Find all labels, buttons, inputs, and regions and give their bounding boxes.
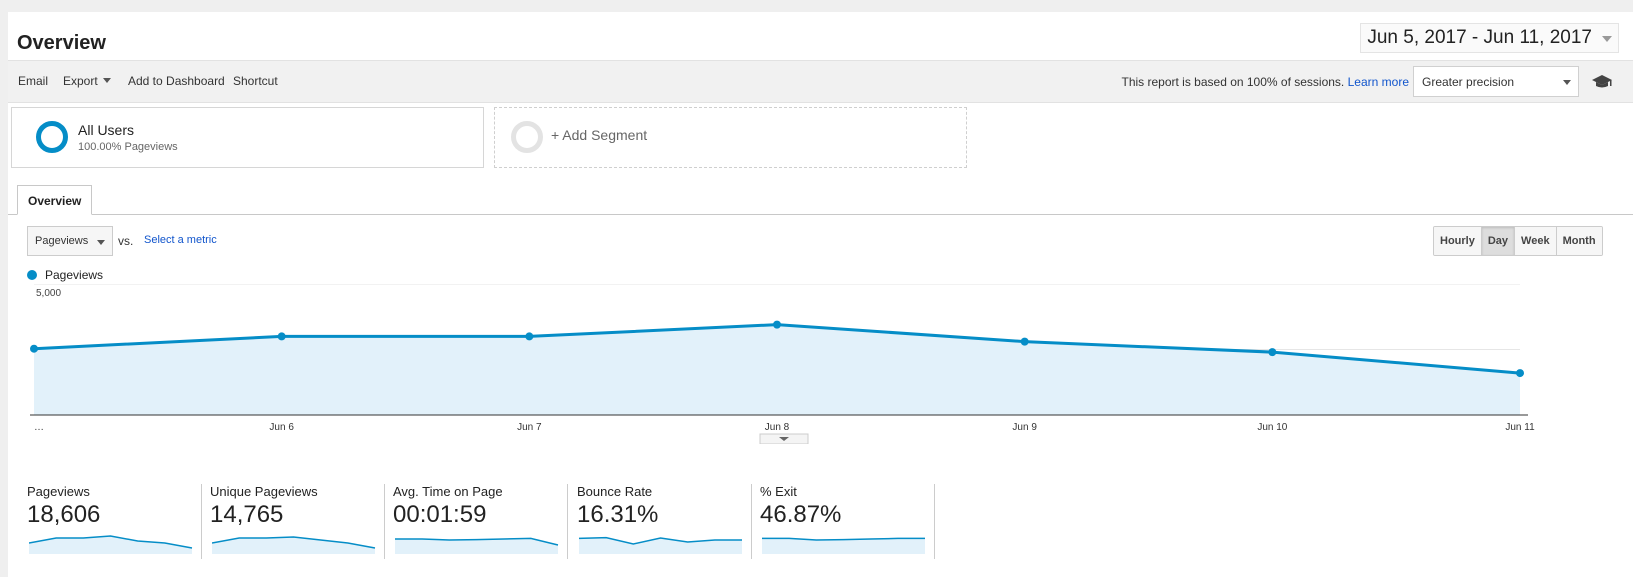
date-range-label: Jun 5, 2017 - Jun 11, 2017 <box>1367 27 1592 48</box>
chevron-down-icon <box>97 240 105 245</box>
scorecard-label: Avg. Time on Page <box>393 484 503 499</box>
chevron-down-icon <box>1602 36 1612 42</box>
scorecard-value: 46.87% <box>760 501 842 528</box>
x-tick-label: Jun 11 <box>1505 422 1535 433</box>
sparkline-area <box>212 537 375 554</box>
x-tick-label: Jun 6 <box>269 422 294 433</box>
page-title: Overview <box>17 32 106 54</box>
scorecard-label: Pageviews <box>27 484 90 499</box>
sparkline <box>579 536 742 554</box>
precision-label: Greater precision <box>1422 75 1515 89</box>
scorecard[interactable]: Pageviews 18,606 <box>27 484 202 559</box>
metric-select-label: Pageviews <box>35 235 89 247</box>
scorecard-value: 18,606 <box>27 501 101 528</box>
sparkline-line <box>29 535 193 549</box>
legend-swatch <box>27 270 37 280</box>
x-tick-label: Jun 7 <box>517 422 542 433</box>
report-frame: Overview Jun 5, 2017 - Jun 11, 2017 Emai… <box>8 12 1633 577</box>
report-header: Overview Jun 5, 2017 - Jun 11, 2017 <box>8 12 1633 60</box>
sparkline-line <box>762 537 925 541</box>
select-metric-link[interactable]: Select a metric <box>144 234 217 246</box>
data-point <box>30 344 38 353</box>
sparkline-line <box>395 537 559 546</box>
sampling-note: This report is based on 100% of sessions… <box>1121 75 1409 89</box>
time-granularity-buttons: Hourly Day Week Month <box>1433 226 1603 256</box>
chevron-down-icon <box>1563 80 1571 85</box>
data-point <box>1268 348 1277 357</box>
chart-expand-tab[interactable] <box>759 433 809 444</box>
scorecard[interactable]: % Exit 46.87% <box>760 484 935 559</box>
learn-more-link[interactable]: Learn more <box>1347 75 1409 89</box>
x-tick-label: Jun 8 <box>765 422 790 433</box>
data-point <box>525 332 534 341</box>
month-button[interactable]: Month <box>1556 227 1602 255</box>
scorecard[interactable]: Avg. Time on Page 00:01:59 <box>393 484 568 559</box>
data-point <box>277 332 286 341</box>
scorecard-value: 00:01:59 <box>393 501 487 528</box>
precision-select[interactable]: Greater precision <box>1413 66 1579 97</box>
legend-label: Pageviews <box>45 268 104 282</box>
sparkline-area <box>762 538 925 554</box>
export-button[interactable]: Export <box>63 74 111 88</box>
scorecard-label: % Exit <box>760 484 797 499</box>
scorecard-label: Bounce Rate <box>577 484 653 499</box>
sparkline <box>762 537 925 554</box>
add-segment-button[interactable]: + Add Segment <box>494 107 967 168</box>
y-tick-label: 5,000 <box>36 288 61 299</box>
graduation-cap-icon[interactable] <box>1591 73 1613 91</box>
sparkline-area <box>29 536 192 554</box>
sparkline-line <box>579 536 742 545</box>
scorecard-label: Unique Pageviews <box>210 484 318 499</box>
scorecard-value: 14,765 <box>210 501 284 528</box>
week-button[interactable]: Week <box>1515 227 1557 255</box>
segment-all-users[interactable]: All Users 100.00% Pageviews <box>11 107 484 168</box>
sparkline-area <box>395 538 558 554</box>
chevron-down-icon <box>779 437 789 441</box>
chevron-down-icon <box>102 78 111 83</box>
report-toolbar: Email Export Add to Dashboard Shortcut T… <box>8 60 1633 103</box>
date-range-picker[interactable]: Jun 5, 2017 - Jun 11, 2017 <box>1360 23 1619 53</box>
email-button[interactable]: Email <box>18 74 49 88</box>
export-label: Export <box>63 74 98 88</box>
segment-detail: 100.00% Pageviews <box>78 141 178 153</box>
segment-name: All Users <box>78 122 135 138</box>
scorecards: Pageviews 18,606 Unique Pageviews 14,765 Avg… <box>8 484 1633 564</box>
hourly-button[interactable]: Hourly <box>1434 227 1482 255</box>
scorecard-value: 16.31% <box>577 501 659 528</box>
metric-select[interactable]: Pageviews <box>27 226 113 256</box>
sparkline <box>212 536 376 554</box>
sparkline-line <box>212 536 376 549</box>
data-point <box>1516 369 1524 378</box>
scorecard[interactable]: Unique Pageviews 14,765 <box>210 484 385 559</box>
sparkline <box>395 537 559 554</box>
segment-ring-icon <box>511 121 543 153</box>
add-to-dashboard-button[interactable]: Add to Dashboard <box>128 74 225 88</box>
add-segment-label: + Add Segment <box>551 127 648 143</box>
data-point <box>1020 337 1029 346</box>
x-tick-label: Jun 10 <box>1257 422 1287 433</box>
day-button[interactable]: Day <box>1481 227 1516 255</box>
sparkline <box>29 535 193 554</box>
report-tabs: Overview <box>8 185 1633 215</box>
shortcut-button[interactable]: Shortcut <box>233 74 278 88</box>
tab-overview[interactable]: Overview <box>17 185 93 215</box>
scorecard[interactable]: Bounce Rate 16.31% <box>577 484 752 559</box>
sampling-note-text: This report is based on 100% of sessions… <box>1121 75 1345 89</box>
segment-ring-icon <box>36 121 68 153</box>
x-tick-label: … <box>34 422 44 433</box>
vs-label: vs. <box>118 234 134 248</box>
data-point <box>773 320 781 329</box>
x-tick-label: Jun 9 <box>1012 422 1037 433</box>
